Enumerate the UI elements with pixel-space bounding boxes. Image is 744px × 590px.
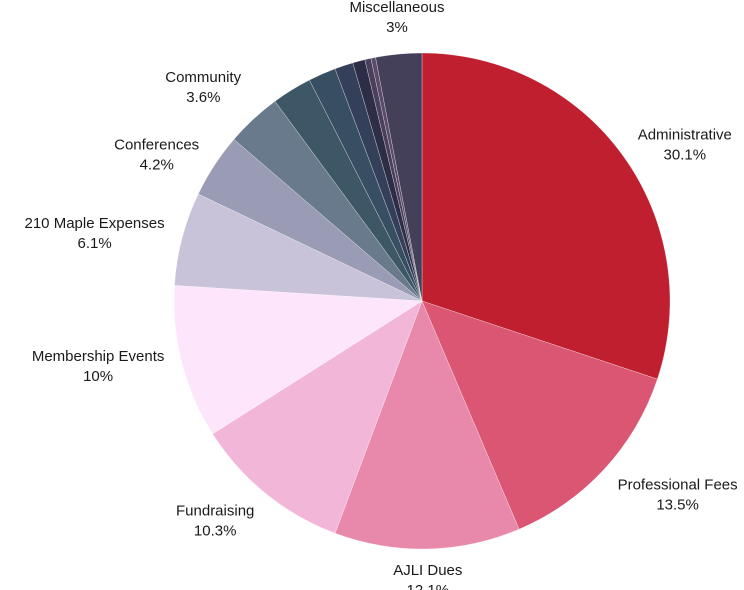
slice-label-percent: 3.6% [186, 89, 220, 106]
slice-label-name: Community [165, 69, 241, 86]
slice-label-group: Community 3.6% [165, 69, 241, 106]
pie-slice-professional-fees [421, 300, 658, 530]
slice-label-group: Professional Fees 13.5% [618, 476, 738, 513]
slice-label-name: AJLI Dues [393, 562, 462, 579]
slice-label-percent: 10% [83, 368, 113, 385]
slice-label-group: Miscellaneous 3% [349, 0, 444, 36]
slice-label-name: Miscellaneous [349, 0, 444, 16]
slice-label-group: AJLI Dues 12.1% [393, 562, 462, 590]
slice-label-name: Professional Fees [618, 476, 738, 493]
pie-slice-ajli-dues [334, 300, 520, 550]
slice-label-group: Fundraising 10.3% [176, 503, 254, 540]
labels-group: Administrative 30.1% Professional Fees 13.5… [25, 0, 738, 590]
pie-slice-fundraising [212, 300, 423, 534]
slice-label-percent: 12.1% [407, 582, 450, 590]
pie-slice-miscellaneous [375, 52, 423, 302]
slice-label-name: Fundraising [176, 503, 254, 520]
slice-label-percent: 4.2% [140, 157, 174, 174]
slice-label-group: Conferences 4.2% [114, 137, 199, 174]
slice-label-name: Membership Events [32, 348, 165, 365]
slice-label-percent: 6.1% [77, 235, 111, 252]
slice-label-percent: 3% [386, 19, 408, 36]
slice-label-group: 210 Maple Expenses 6.1% [25, 215, 165, 252]
slice-label-percent: 13.5% [656, 496, 699, 513]
slice-label-group: Membership Events 10% [32, 348, 165, 385]
slice-label-percent: 10.3% [194, 523, 237, 540]
slice-label-name: 210 Maple Expenses [25, 215, 165, 232]
slice-label-percent: 30.1% [664, 146, 707, 163]
slice-label-group: Administrative 30.1% [638, 126, 732, 163]
pie-slice-administrative [421, 52, 671, 380]
slice-label-name: Conferences [114, 137, 199, 154]
pie-slice-membership-events [173, 285, 423, 435]
slice-label-name: Administrative [638, 126, 732, 143]
slices-group [173, 52, 671, 550]
